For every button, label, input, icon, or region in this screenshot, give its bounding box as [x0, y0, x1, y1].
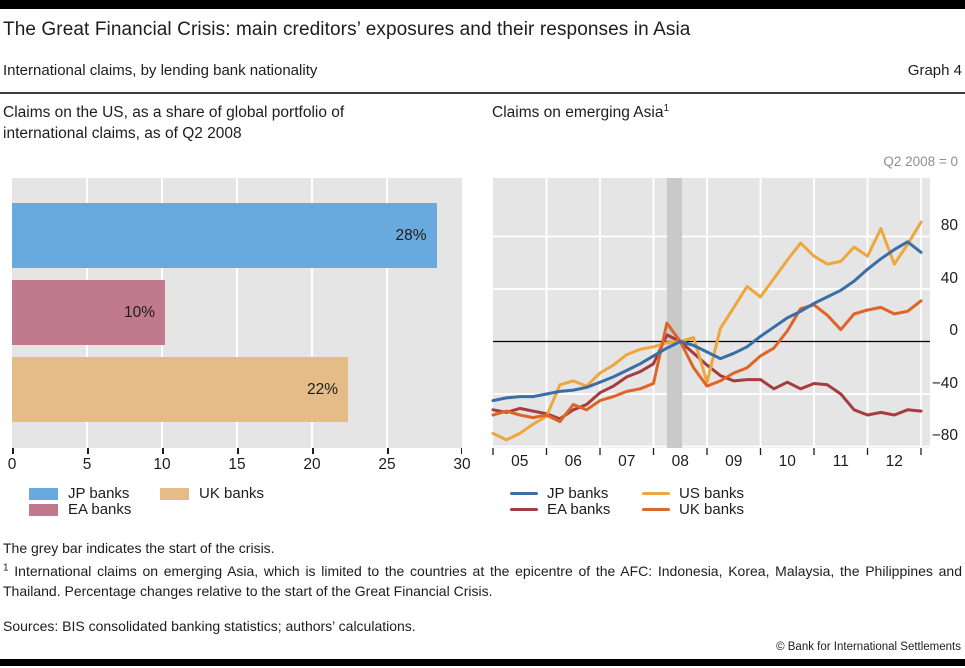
axis-unit-note: Q2 2008 = 0: [883, 154, 958, 169]
legend-label: UK banks: [679, 501, 745, 518]
x-axis-tick: [12, 448, 14, 454]
y-axis-tick-label: 40: [940, 269, 958, 287]
bar-value-label: 10%: [123, 303, 155, 321]
line-chart-plot-area: [493, 178, 930, 448]
x-axis-year-label: 10: [778, 453, 796, 470]
legend-label: JP banks: [68, 485, 130, 502]
header-divider: [0, 92, 965, 94]
x-axis-year-label: 11: [832, 453, 849, 470]
legend-item-jp-banks: JP banks: [29, 485, 129, 502]
bar-chart-legend: JP banks UK banks EA banks: [29, 485, 459, 519]
x-axis-year-label: 07: [618, 453, 636, 470]
x-axis-tick: [312, 448, 314, 454]
x-axis-tick-label: 20: [303, 456, 321, 473]
bottom-border-bar: [0, 659, 965, 666]
y-axis-tick-label: 0: [949, 322, 958, 339]
report-title: The Great Financial Crisis: main credito…: [3, 19, 691, 40]
vertical-gridline: [236, 178, 238, 448]
line-chart-x-axis-labels: 05 06 07 08 09 10 11 12: [493, 453, 930, 473]
footnote-marker-superscript: 1: [663, 102, 670, 114]
vertical-gridline: [386, 178, 388, 448]
graph-number-label: Graph 4: [907, 62, 962, 79]
legend-item-uk-banks: UK banks: [642, 501, 744, 518]
x-axis-year-label: 09: [725, 453, 743, 470]
line-series-jp-banks: [491, 240, 923, 403]
bar-uk-banks: 22%: [12, 357, 348, 422]
crisis-start-band: [666, 178, 682, 448]
bar-value-label: 28%: [395, 226, 427, 244]
legend-swatch: [29, 503, 58, 516]
footnote-1-marker: 1: [3, 562, 9, 574]
x-axis-year-label: 08: [671, 453, 689, 470]
y-axis-tick-label: −80: [931, 427, 958, 444]
grey-bar-note: The grey bar indicates the start of the …: [3, 540, 275, 556]
legend-item-ea-banks: EA banks: [29, 501, 131, 518]
x-axis-year-label: 06: [564, 453, 582, 470]
right-panel-title-text: Claims on emerging Asia: [492, 104, 664, 121]
bar-value-label: 22%: [306, 380, 338, 398]
legend-line-swatch: [642, 491, 670, 496]
legend-label: US banks: [679, 485, 745, 502]
vertical-gridline: [311, 178, 313, 448]
legend-label: JP banks: [547, 485, 609, 502]
legend-label: UK banks: [199, 485, 265, 502]
right-panel-title: Claims on emerging Asia1: [492, 103, 952, 124]
x-axis-tick: [87, 448, 89, 454]
y-axis-tick-label: −40: [931, 374, 958, 392]
legend-item-jp-banks: JP banks: [510, 485, 608, 502]
line-chart-y-axis-labels: 80 40 0 −40 −80: [930, 178, 960, 448]
top-border-bar: [0, 0, 965, 9]
legend-label: EA banks: [547, 501, 611, 518]
legend-item-uk-banks: UK banks: [160, 485, 264, 502]
legend-line-swatch: [642, 507, 670, 512]
x-axis-tick-label: 25: [378, 456, 396, 473]
bar-ea-banks: 10%: [12, 280, 165, 345]
copyright-notice: © Bank for International Settlements: [776, 641, 961, 653]
legend-item-us-banks: US banks: [642, 485, 744, 502]
x-axis-tick: [460, 448, 462, 454]
footnote-1-text: International claims on emerging Asia, w…: [3, 563, 963, 599]
line-series-us-banks: [491, 220, 923, 442]
x-axis-tick: [387, 448, 389, 454]
bar-chart-plot-area: 28% 10% 22%: [12, 178, 462, 448]
legend-swatch: [29, 487, 58, 500]
y-axis-tick-label: 80: [940, 217, 958, 234]
line-chart-legend: JP banks US banks EA banks UK banks: [510, 485, 940, 519]
sources-line: Sources: BIS consolidated banking statis…: [3, 618, 416, 634]
x-axis-tick-label: 30: [453, 456, 471, 473]
x-axis-tick-label: 10: [153, 456, 171, 473]
legend-line-swatch: [510, 507, 538, 512]
asia-claims-line-chart: [491, 178, 930, 478]
left-panel-title-line1: Claims on the US, as a share of global p…: [3, 104, 345, 121]
left-panel-title: Claims on the US, as a share of global p…: [3, 103, 433, 145]
footnote-1: 1 International claims on emerging Asia,…: [3, 562, 962, 602]
bar-jp-banks: 28%: [12, 203, 437, 268]
left-panel-title-line2: international claims, as of Q2 2008: [3, 124, 242, 142]
x-axis-tick: [237, 448, 239, 454]
x-axis-tick-label: 5: [82, 456, 92, 473]
line-chart-svg: [491, 178, 930, 455]
x-axis-year-label: 12: [885, 453, 903, 470]
x-axis-tick-label: 0: [7, 456, 17, 473]
legend-line-swatch: [510, 491, 538, 496]
legend-item-ea-banks: EA banks: [510, 501, 610, 518]
us-claims-bar-chart: 28% 10% 22% 0 5 10 15 20 25 30: [8, 178, 471, 478]
line-series-uk-banks: [491, 299, 923, 424]
chart-subtitle: International claims, by lending bank na…: [3, 62, 318, 79]
legend-label: EA banks: [68, 501, 132, 518]
legend-swatch: [160, 487, 189, 500]
x-axis-year-label: 05: [511, 453, 529, 470]
x-axis-tick-label: 15: [228, 456, 246, 473]
x-axis-tick: [162, 448, 164, 454]
